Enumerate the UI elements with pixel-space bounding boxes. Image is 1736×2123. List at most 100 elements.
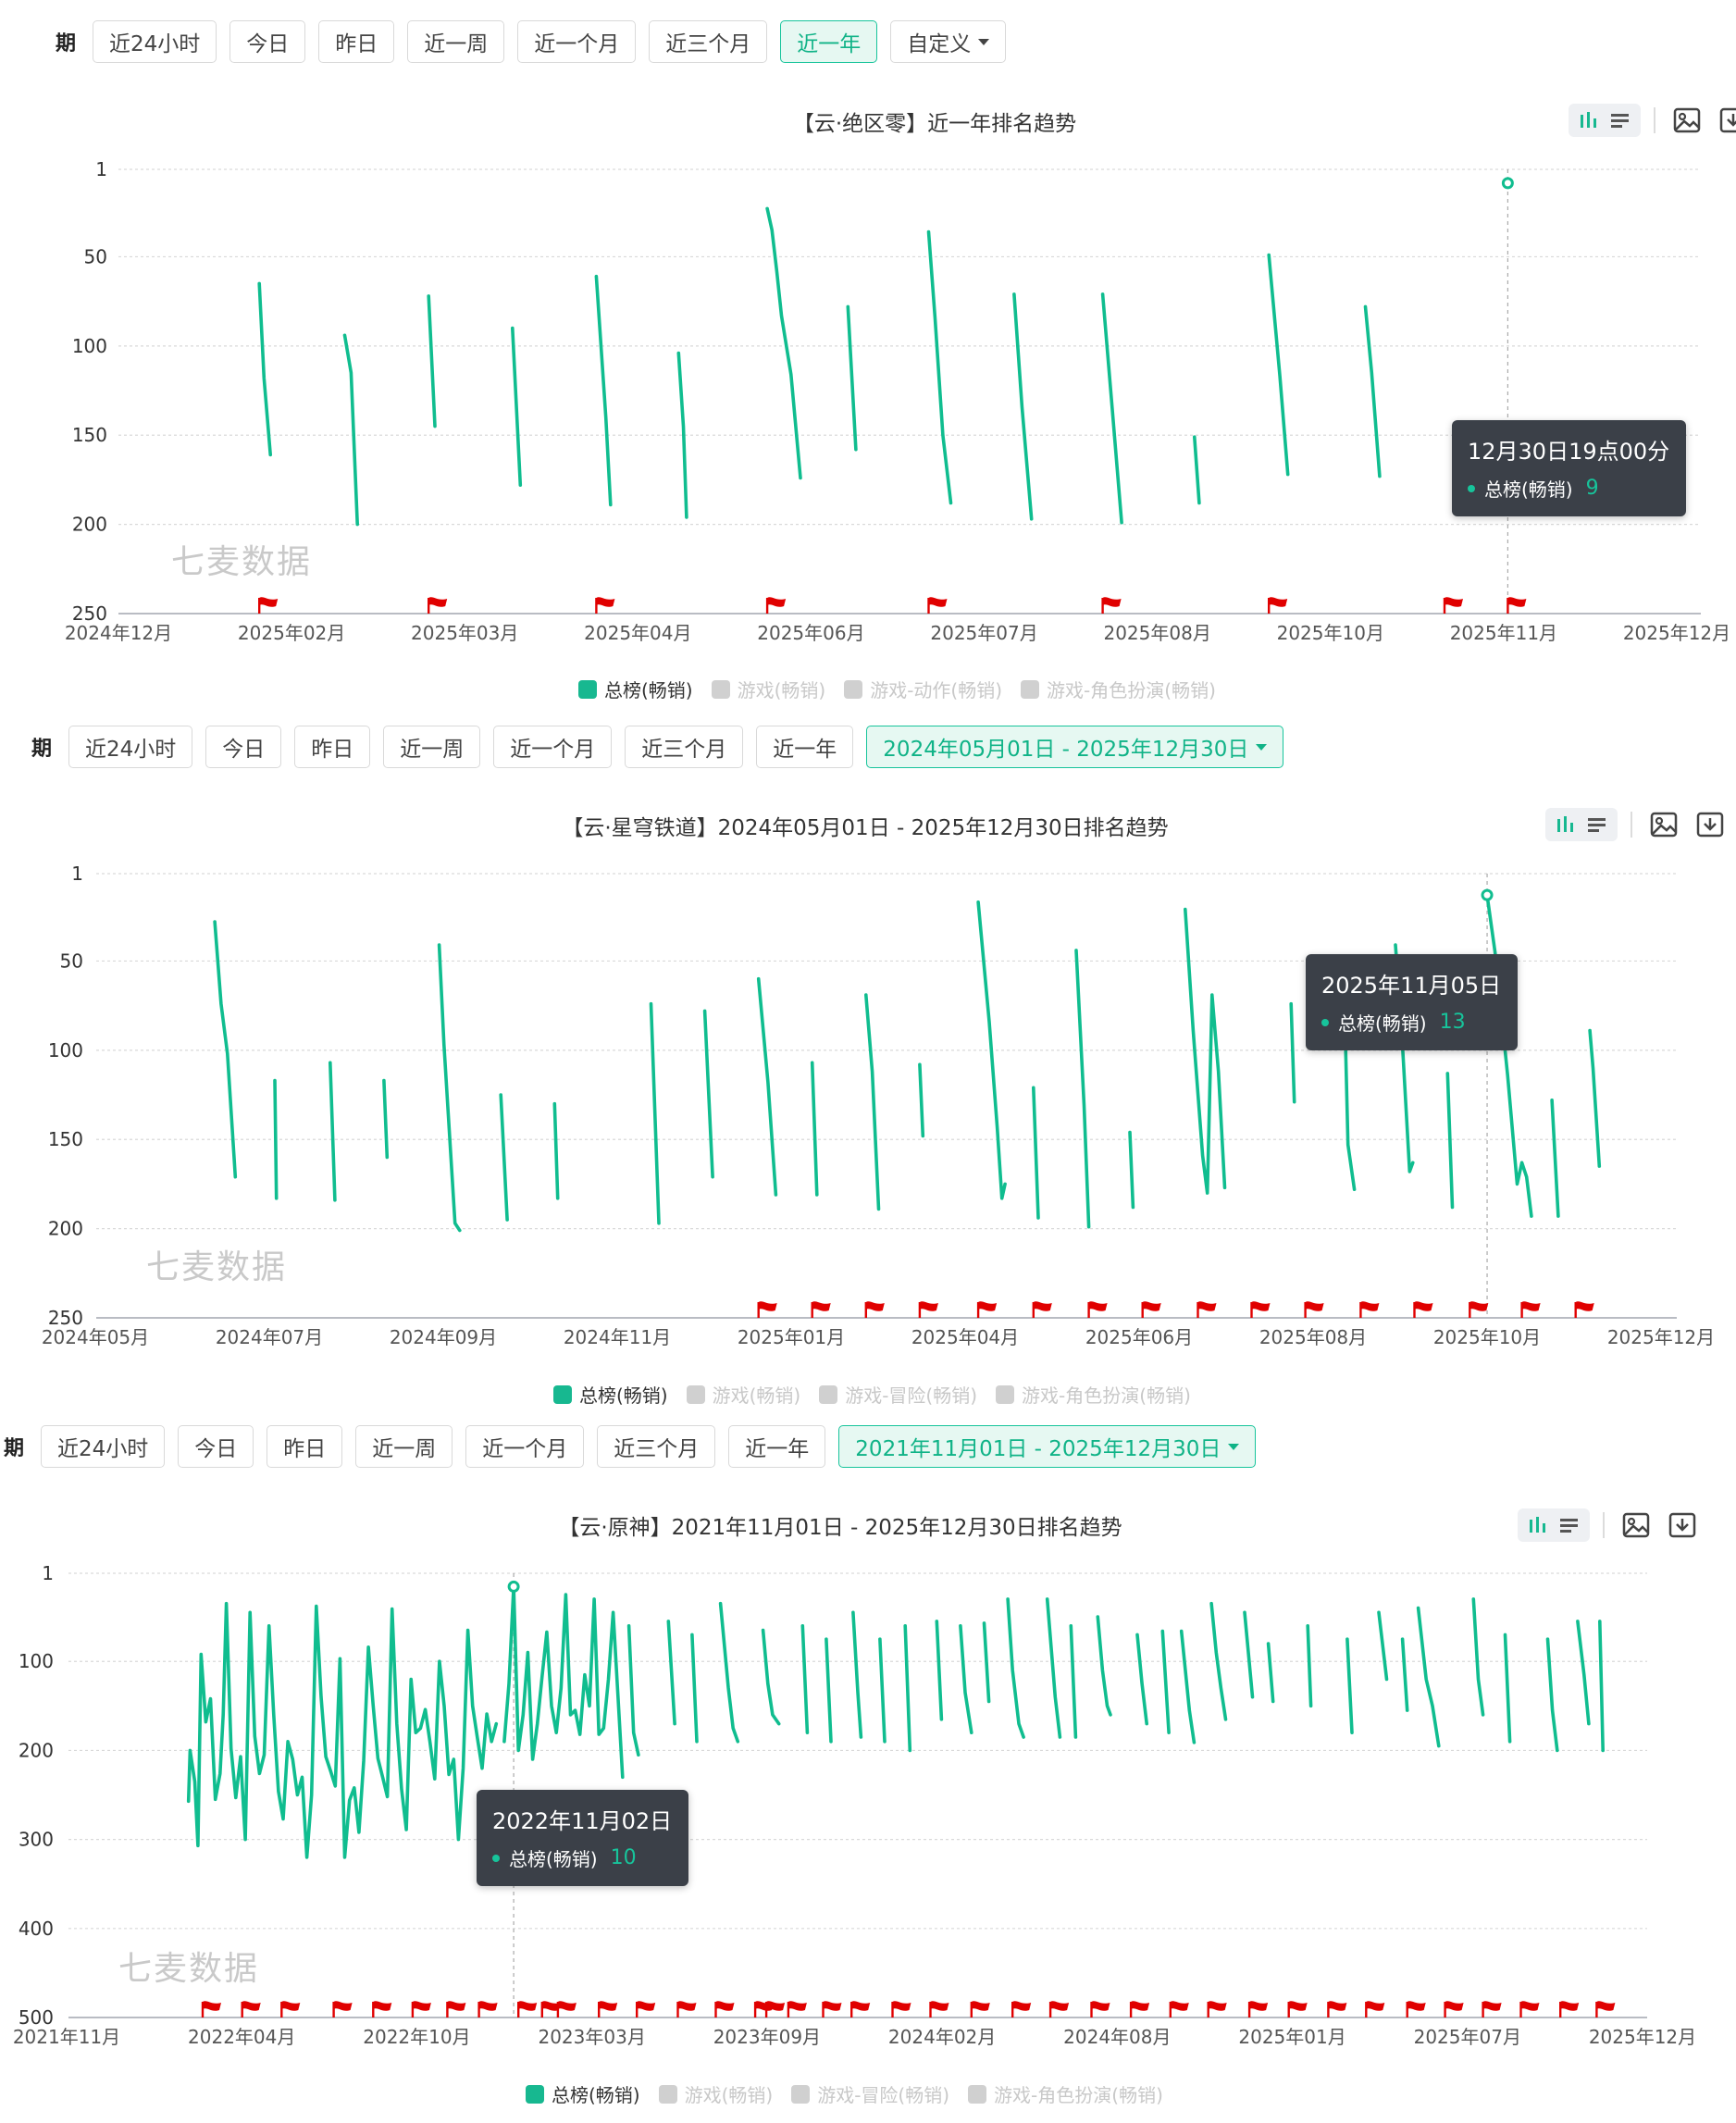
legend-label: 游戏(畅销)	[737, 679, 826, 701]
list-icon[interactable]	[1605, 106, 1636, 134]
period-button-today[interactable]: 今日	[205, 726, 282, 768]
period-button-24h[interactable]: 近24小时	[68, 726, 193, 768]
flag-icon	[1406, 2001, 1426, 2017]
period-button-3months[interactable]: 近三个月	[649, 20, 768, 63]
flag-icon	[765, 597, 787, 614]
period-button-today[interactable]: 今日	[229, 20, 306, 63]
period-button-today[interactable]: 今日	[178, 1425, 254, 1468]
period-button-24h[interactable]: 近24小时	[41, 1425, 166, 1468]
series-line-segment	[1135, 1633, 1148, 1726]
watermark: 七麦数据	[118, 1950, 260, 1988]
x-tick-label: 2025年12月	[1589, 2026, 1696, 2048]
series-line-segment	[935, 1620, 944, 1721]
series-line-segment	[1074, 949, 1091, 1229]
download-icon[interactable]	[1693, 808, 1727, 841]
flag-icon	[1365, 2001, 1385, 2017]
flag-icon	[1101, 597, 1122, 614]
series-line-segment	[926, 230, 953, 505]
list-icon[interactable]	[1581, 811, 1613, 838]
flag-icon	[1519, 2001, 1540, 2017]
bar-chart-icon[interactable]	[1550, 811, 1581, 838]
legend-item[interactable]: 游戏-角色扮演(畅销)	[968, 2080, 1163, 2107]
series-line-segment	[1179, 1629, 1197, 1744]
period-button-year[interactable]: 近一年	[780, 20, 878, 63]
legend-item[interactable]: 游戏(畅销)	[686, 1381, 800, 1408]
period-button-week[interactable]: 近一周	[383, 726, 481, 768]
period-button-yesterday[interactable]: 昨日	[294, 726, 371, 768]
period-button-month[interactable]: 近一个月	[465, 1425, 585, 1468]
legend-swatch	[844, 679, 863, 699]
tooltip-date: 2022年11月02日	[492, 1808, 673, 1834]
flag-icon	[1444, 2001, 1464, 2017]
legend-item[interactable]: 游戏(畅销)	[711, 676, 826, 702]
chart-title: 【云·星穹铁道】2024年05月01日 - 2025年12月30日排名趋势	[562, 816, 1169, 840]
legend-item[interactable]: 游戏-冒险(畅销)	[791, 2080, 949, 2107]
tooltip-series: 总榜(畅销)	[509, 1848, 598, 1870]
flag-icon	[676, 2001, 697, 2017]
period-button-3months[interactable]: 近三个月	[597, 1425, 716, 1468]
period-button-year[interactable]: 近一年	[756, 726, 854, 768]
period-button-24h[interactable]: 近24小时	[93, 20, 217, 63]
period-label: 期	[31, 738, 53, 761]
x-tick-label: 2025年08月	[1259, 1326, 1367, 1348]
legend-item[interactable]: 游戏-角色扮演(畅销)	[1021, 676, 1216, 702]
series-line-segment	[690, 1633, 699, 1744]
legend-item[interactable]: 总榜(畅销)	[526, 2080, 640, 2107]
x-tick-label: 2023年09月	[713, 2026, 821, 2048]
bar-chart-icon[interactable]	[1573, 106, 1605, 134]
period-label: 期	[4, 1437, 25, 1460]
custom-range-button[interactable]: 自定义	[890, 20, 1007, 63]
period-bar: 期 近24小时 今日 昨日 近一周 近一个月 近三个月 近一年 2021年11月…	[4, 1423, 1269, 1470]
bar-chart-icon[interactable]	[1522, 1511, 1554, 1539]
y-tick-label: 400	[19, 1918, 54, 1940]
highlight-point	[507, 1580, 520, 1593]
legend-item[interactable]: 游戏(畅销)	[658, 2080, 773, 2107]
y-tick-label: 100	[72, 335, 107, 357]
legend-item[interactable]: 总榜(畅销)	[578, 676, 693, 702]
flag-icon	[1469, 1301, 1489, 1318]
series-line-segment	[1485, 893, 1533, 1218]
x-tick-label: 2025年12月	[1623, 622, 1730, 644]
flag-icon	[1304, 1301, 1324, 1318]
custom-range-label: 自定义	[907, 32, 972, 56]
flag-icon	[1558, 2001, 1580, 2017]
flag-icon	[1048, 2001, 1070, 2017]
caret-down-icon	[1228, 1443, 1240, 1450]
image-icon[interactable]	[1670, 104, 1704, 137]
image-icon[interactable]	[1619, 1508, 1653, 1542]
series-line-segment	[1598, 1620, 1605, 1753]
series-line-segment	[676, 351, 688, 519]
flag-icon	[1287, 2001, 1308, 2017]
period-button-year[interactable]: 近一年	[728, 1425, 826, 1468]
download-icon[interactable]	[1666, 1508, 1699, 1542]
custom-range-button[interactable]: 2024年05月01日 - 2025年12月30日	[866, 726, 1284, 768]
flag-icon	[411, 2001, 431, 2017]
image-icon[interactable]	[1647, 808, 1680, 841]
legend-label: 游戏-角色扮演(畅销)	[1022, 1384, 1191, 1407]
period-button-yesterday[interactable]: 昨日	[318, 20, 395, 63]
download-icon[interactable]	[1717, 104, 1736, 137]
flag-icon	[811, 1301, 831, 1318]
tooltip-date: 2025年11月05日	[1321, 973, 1502, 999]
x-tick-label: 2025年07月	[1414, 2026, 1521, 2048]
series-line-segment	[1266, 1642, 1275, 1704]
period-button-3months[interactable]: 近三个月	[625, 726, 744, 768]
custom-range-button[interactable]: 2021年11月01日 - 2025年12月30日	[838, 1425, 1257, 1468]
period-button-week[interactable]: 近一周	[407, 20, 505, 63]
period-button-month[interactable]: 近一个月	[517, 20, 637, 63]
legend-item[interactable]: 游戏-动作(畅销)	[844, 676, 1002, 702]
series-line-segment	[1471, 1597, 1485, 1717]
period-button-week[interactable]: 近一周	[355, 1425, 453, 1468]
period-button-yesterday[interactable]: 昨日	[267, 1425, 343, 1468]
series-line-segment	[800, 1624, 810, 1734]
period-button-month[interactable]: 近一个月	[493, 726, 613, 768]
legend-item[interactable]: 游戏-冒险(畅销)	[819, 1381, 977, 1408]
legend-item[interactable]: 总榜(畅销)	[553, 1381, 668, 1408]
flag-icon	[1032, 1301, 1052, 1318]
toolbar-divider	[1603, 1512, 1605, 1538]
list-icon[interactable]	[1554, 1511, 1585, 1539]
flag-icon	[1129, 2001, 1150, 2017]
legend-item[interactable]: 游戏-角色扮演(畅销)	[996, 1381, 1191, 1408]
